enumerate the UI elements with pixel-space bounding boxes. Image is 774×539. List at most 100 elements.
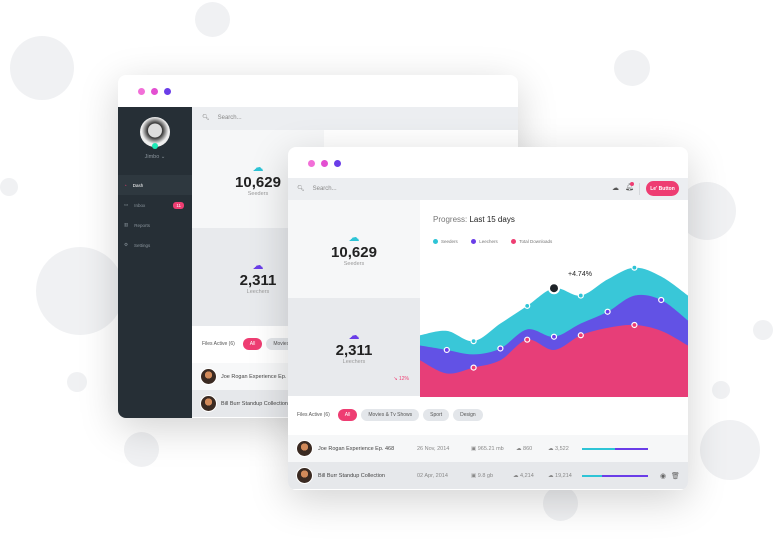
row-size: ▣ 965.21 mb — [471, 446, 504, 452]
chart-title-prefix: Progress: — [433, 215, 468, 224]
nav-label: Dash — [132, 182, 144, 188]
front-window: 🔍︎ Search... ☁ 🔔︎ Le' Button ☁ 10,629 See… — [288, 147, 688, 490]
user-name: Jimbo — [144, 154, 160, 160]
window-dot[interactable] — [334, 160, 341, 167]
le-button[interactable]: Le' Button — [646, 181, 679, 196]
table-row[interactable]: Joe Rogan Experience Ep. 468 26 Nov, 201… — [288, 435, 688, 462]
sidebar-item-dash[interactable]: ◔ Dash — [118, 175, 192, 195]
chart-tooltip: +4.74% — [568, 271, 592, 278]
decor-bubble — [36, 247, 124, 335]
filter-design[interactable]: Design — [453, 409, 483, 421]
legend-label: Total Downloads — [519, 239, 553, 244]
decor-bubble — [67, 372, 87, 392]
avatar — [296, 467, 313, 484]
window-dot[interactable] — [321, 160, 328, 167]
row-date: 26 Nov, 2014 — [417, 445, 450, 452]
bell-icon[interactable]: 🔔︎ — [625, 184, 634, 191]
progress-bar — [582, 447, 648, 450]
sidebar-item-reports[interactable]: ▥ Reports — [118, 215, 192, 235]
search-input[interactable]: Search... — [217, 114, 242, 121]
leechers-value: 2,311 — [239, 272, 277, 289]
window-dot[interactable] — [164, 88, 171, 95]
leechers-card: ☁ 2,311 Leechers ↘ 12% — [288, 298, 420, 396]
cloud-download-icon: ☁ — [516, 445, 522, 452]
seeders-label: Seeders — [343, 261, 365, 267]
data-point[interactable] — [497, 345, 504, 352]
data-point[interactable] — [577, 332, 584, 339]
row-title: Bill Burr Standup Collection — [221, 400, 288, 407]
highlighted-point[interactable] — [548, 282, 560, 295]
sidebar-item-inbox[interactable]: ▭ Inbox 11 — [118, 195, 192, 215]
decor-bubble — [10, 36, 74, 100]
cloud-upload-icon: ☁ — [252, 162, 264, 174]
cloud-sync-icon[interactable]: ☁ — [612, 185, 619, 192]
inbox-icon: ▭ — [124, 202, 129, 207]
search-bar[interactable]: 🔍︎ Search... — [192, 107, 518, 130]
filter-sport[interactable]: Sport — [423, 409, 450, 421]
leechers-label: Leechers — [342, 359, 366, 365]
files-active-label: Files Active (6) — [297, 412, 330, 418]
data-point[interactable] — [631, 321, 638, 329]
data-point[interactable] — [631, 264, 638, 271]
nav-label: Settings — [134, 242, 151, 248]
legend-label: Seeders — [441, 239, 458, 244]
decor-bubble — [753, 320, 773, 340]
data-point[interactable] — [443, 346, 450, 354]
window-dot[interactable] — [308, 160, 315, 167]
progress-bar — [582, 474, 648, 477]
filter-all[interactable]: All — [337, 409, 358, 421]
files-filter-bar: Files Active (6) All Movies & Tv Shows Spo… — [297, 409, 487, 421]
file-icon: ▣ — [471, 472, 477, 479]
files-active-label: Files Active (6) — [202, 341, 235, 347]
progress-area-chart — [420, 264, 688, 397]
row-size: ▣ 9.8 gb — [471, 473, 493, 479]
eye-icon[interactable]: ◉ — [660, 472, 667, 480]
decor-bubble — [0, 178, 18, 196]
row-seeders: ☁ 19,214 — [548, 473, 572, 479]
chart-title: Progress: Last 15 days — [433, 215, 515, 224]
online-status-dot — [152, 143, 158, 149]
chart-legend: Seeders Leechers Total Downloads — [433, 231, 561, 249]
window-controls — [138, 88, 171, 95]
size-value: 9.8 gb — [477, 472, 494, 479]
decor-bubble — [543, 486, 578, 521]
data-point[interactable] — [524, 302, 531, 309]
window-controls — [308, 160, 341, 167]
inbox-badge: 11 — [173, 201, 184, 209]
legend-seeders[interactable]: Seeders — [433, 239, 458, 244]
legend-leechers[interactable]: Leechers — [471, 239, 498, 244]
seeders-label: Seeders — [247, 191, 269, 197]
avatar — [200, 395, 217, 412]
nav-label: Reports — [134, 222, 151, 228]
table-row[interactable]: Bill Burr Standup Collection 02 Apr, 201… — [288, 462, 688, 489]
leechers-change: ↘ 12% — [393, 376, 409, 382]
progress-fill — [582, 474, 602, 477]
filter-all[interactable]: All — [242, 338, 263, 350]
filter-movies-tv[interactable]: Movies & Tv Shows — [361, 409, 420, 421]
user-menu[interactable]: Jimbo ⌄ — [118, 154, 192, 160]
data-point[interactable] — [470, 338, 477, 345]
progress-fill — [582, 447, 615, 450]
gear-icon: ⚙ — [124, 242, 129, 247]
data-point[interactable] — [658, 296, 665, 304]
cloud-download-icon: ☁ — [252, 260, 264, 272]
data-point[interactable] — [550, 333, 558, 340]
avatar — [200, 368, 217, 385]
data-point[interactable] — [524, 336, 531, 343]
data-point[interactable] — [604, 308, 611, 315]
data-point[interactable] — [577, 292, 584, 299]
avatar[interactable] — [140, 117, 170, 147]
sidebar-item-settings[interactable]: ⚙ Settings — [118, 235, 192, 255]
seeders-value: 10,629 — [331, 244, 377, 261]
trash-icon[interactable]: 🗑︎ — [671, 472, 680, 480]
row-title: Bill Burr Standup Collection — [318, 472, 385, 479]
decor-bubble — [195, 2, 230, 37]
window-dot[interactable] — [151, 88, 158, 95]
legend-total-downloads[interactable]: Total Downloads — [511, 239, 552, 244]
data-point[interactable] — [470, 364, 477, 371]
change-value: 12% — [398, 376, 409, 382]
row-leechers: ☁ 4,214 — [513, 473, 534, 479]
leechers-label: Leechers — [246, 289, 270, 295]
window-dot[interactable] — [138, 88, 145, 95]
search-input[interactable]: Search... — [312, 185, 337, 192]
